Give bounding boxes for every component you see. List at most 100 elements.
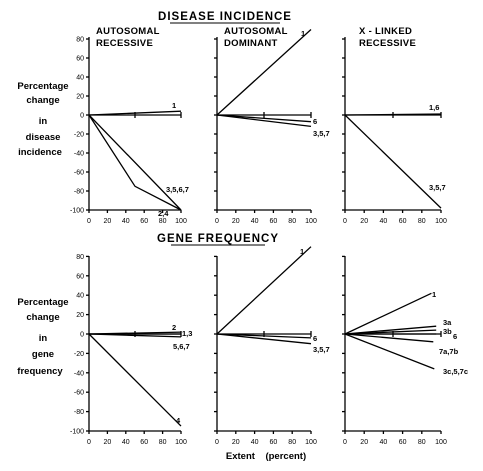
series-label: 3,5,7	[429, 183, 446, 192]
series-line-6	[216, 114, 312, 123]
bottom-section-title: GENE FREQUENCY	[157, 233, 279, 245]
x-tick-label: 100	[175, 439, 187, 446]
series-label: 1	[300, 247, 304, 256]
column-header-autosomal-dominant-2: DOMINANT	[224, 38, 278, 49]
x-tick-label: 100	[175, 218, 187, 225]
series-line-3-5-7	[344, 114, 442, 209]
x-tick-label: 40	[380, 439, 388, 446]
x-tick-label: 60	[140, 218, 148, 225]
series-label: 7a,7b	[439, 347, 459, 356]
x-tick-label: 20	[104, 439, 112, 446]
x-tick-label: 100	[305, 218, 317, 225]
x-tick-label: 80	[288, 439, 296, 446]
x-tick-label: 80	[418, 439, 426, 446]
top-ylabel-line-2: change	[26, 95, 59, 106]
x-tick-label: 40	[251, 439, 259, 446]
y-tick-label: -100	[70, 429, 84, 436]
top-ylabel-line-5: incidence	[18, 147, 62, 158]
x-tick-label: 40	[122, 218, 130, 225]
series-line-1	[216, 29, 312, 116]
top-ylabel-line-1: Percentage	[17, 81, 68, 92]
y-tick-label: 20	[76, 312, 84, 319]
bottom-ylabel-line-2: change	[26, 312, 59, 323]
series-label: 6	[313, 334, 317, 343]
x-tick-label: 60	[270, 218, 278, 225]
series-line-3-5-6-7	[88, 114, 182, 211]
series-line-1	[216, 246, 312, 335]
y-tick-label: 60	[76, 56, 84, 63]
series-label: 6	[453, 332, 457, 341]
panel-disease-incidence-autosomal-dominant: 0 20 40 60 80 100 1 6 3,5,7	[214, 29, 330, 225]
x-tick-label: 20	[360, 439, 368, 446]
x-tick-label: 80	[159, 439, 167, 446]
x-tick-label: 100	[435, 439, 447, 446]
x-tick-label: 0	[215, 439, 219, 446]
series-line-7a-7b	[344, 333, 434, 343]
top-ylabel-line-3: in	[39, 116, 48, 127]
series-label: 3b	[443, 327, 452, 336]
x-tick-label: 0	[87, 218, 91, 225]
panel-disease-incidence-autosomal-recessive: 0 20 40 60 80 100 80 60 40 20 0 -20 -40 -60 -80 -100 1 3,…	[70, 37, 189, 226]
x-tick-label: 80	[288, 218, 296, 225]
x-tick-label: 20	[232, 439, 240, 446]
series-label: 3a	[443, 318, 452, 327]
series-line-3-5-7	[216, 333, 312, 345]
series-line-3-5-7	[216, 114, 312, 128]
series-line-5-6-7	[88, 333, 182, 338]
bottom-ylabel-line-5: frequency	[17, 366, 63, 377]
column-header-autosomal-recessive-2: RECESSIVE	[96, 38, 153, 49]
series-label: 2	[172, 323, 176, 332]
y-tick-label: -60	[74, 390, 84, 397]
x-tick-label: 60	[399, 439, 407, 446]
y-tick-label: 0	[80, 113, 84, 120]
series-line-1	[344, 292, 432, 335]
y-tick-label: -60	[74, 170, 84, 177]
column-header-x-linked-1: X - LINKED	[359, 26, 412, 37]
series-label: 3,5,6,7	[166, 185, 189, 194]
y-tick-label: -100	[70, 208, 84, 215]
bottom-ylabel-line-3: in	[39, 333, 48, 344]
series-label: 1,3	[182, 329, 192, 338]
x-tick-label: 80	[418, 218, 426, 225]
x-tick-label: 100	[435, 218, 447, 225]
series-label: 1	[172, 101, 176, 110]
x-tick-label: 20	[104, 218, 112, 225]
x-tick-label: 60	[270, 439, 278, 446]
series-label: 3c,5,7c	[443, 367, 468, 376]
y-tick-label: 40	[76, 293, 84, 300]
series-line-3c-5-7c	[344, 333, 435, 370]
series-line-1-6	[344, 113, 442, 116]
series-label: 5,6,7	[173, 342, 190, 351]
x-tick-label: 60	[140, 439, 148, 446]
series-label: 1	[432, 290, 436, 299]
top-section-title: DISEASE INCIDENCE	[158, 11, 292, 23]
series-label: 1	[301, 29, 305, 38]
column-header-x-linked-2: RECESSIVE	[359, 38, 416, 49]
bottom-ylabel-line-1: Percentage	[17, 297, 68, 308]
x-tick-label: 20	[232, 218, 240, 225]
column-header-autosomal-dominant-1: AUTOSOMAL	[224, 26, 288, 37]
series-line-4	[88, 333, 182, 427]
x-tick-label: 20	[360, 218, 368, 225]
x-tick-label: 0	[87, 439, 91, 446]
series-line-2-4	[88, 114, 182, 211]
series-line-1	[88, 110, 182, 116]
y-tick-label: 80	[76, 37, 84, 44]
x-tick-label: 40	[251, 218, 259, 225]
y-tick-label: 60	[76, 273, 84, 280]
column-header-autosomal-recessive-1: AUTOSOMAL	[96, 26, 160, 37]
y-tick-label: -40	[74, 151, 84, 158]
y-tick-label: 80	[76, 254, 84, 261]
y-tick-label: -80	[74, 409, 84, 416]
x-tick-label: 60	[399, 218, 407, 225]
series-label: 6	[313, 117, 317, 126]
x-tick-label: 0	[215, 218, 219, 225]
y-tick-label: -80	[74, 189, 84, 196]
x-tick-label: 0	[343, 439, 347, 446]
series-line-6	[216, 333, 312, 339]
series-label: 4	[176, 416, 181, 425]
x-tick-label: 40	[122, 439, 130, 446]
y-tick-label: -20	[74, 351, 84, 358]
